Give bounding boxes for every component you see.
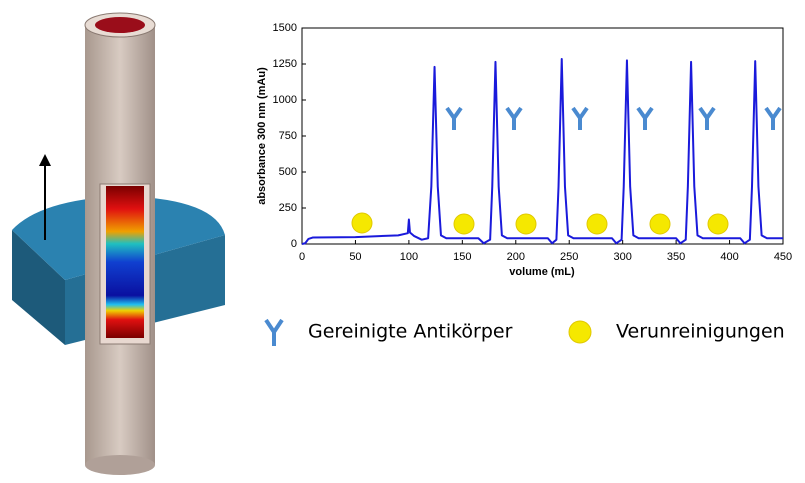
legend-antibody-icon (264, 318, 284, 346)
ring-side (12, 230, 65, 345)
impurity (586, 213, 608, 235)
impurity-icons (351, 212, 729, 235)
y-tick-label: 1250 (273, 58, 297, 70)
x-tick-label: 350 (667, 251, 685, 263)
y-tick-label: 1000 (273, 94, 297, 106)
y-tick-label: 750 (279, 130, 297, 142)
y-axis-label: absorbance 300 nm (mAu) (256, 67, 268, 205)
antibody (571, 106, 589, 130)
antibody (505, 106, 523, 130)
tube-bottom (85, 455, 155, 475)
plot-frame (301, 27, 784, 245)
x-tick-label: 0 (299, 251, 305, 263)
x-tick-label: 300 (613, 251, 631, 263)
antibody (698, 106, 716, 130)
x-tick-label: 50 (349, 251, 361, 263)
impurity (707, 213, 729, 235)
impurity (351, 212, 373, 234)
concentration-field (106, 186, 144, 338)
x-tick-label: 450 (774, 251, 792, 263)
impurity (515, 213, 537, 235)
tube-inner (95, 17, 145, 33)
column-illustration (12, 12, 225, 475)
antibody-icons (445, 106, 782, 130)
impurity (649, 213, 671, 235)
antibody (636, 106, 654, 130)
antibody (445, 106, 463, 130)
y-tick-label: 500 (279, 166, 297, 178)
x-tick-label: 100 (400, 251, 418, 263)
antibody (764, 106, 782, 130)
y-tick-label: 250 (279, 202, 297, 214)
data-line (301, 57, 783, 245)
x-tick-label: 250 (560, 251, 578, 263)
arrow-head (39, 154, 51, 166)
legend-impurity-icon (568, 320, 592, 344)
x-axis-label: volume (mL) (509, 266, 575, 278)
legend-label: Verunreinigungen (616, 321, 785, 343)
legend-label: Gereinigte Antikörper (308, 321, 513, 343)
impurity (453, 213, 475, 235)
x-tick-label: 200 (507, 251, 525, 263)
y-tick-label: 0 (291, 238, 297, 250)
x-tick-label: 150 (453, 251, 471, 263)
y-tick-label: 1500 (273, 22, 297, 34)
x-tick-label: 400 (720, 251, 738, 263)
